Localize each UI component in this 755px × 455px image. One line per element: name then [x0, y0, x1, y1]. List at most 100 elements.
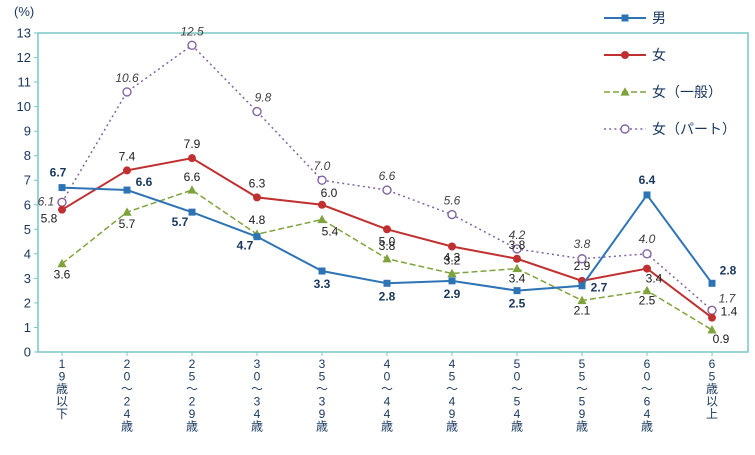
- point-label: 7.9: [184, 137, 201, 151]
- point-label: 2.5: [639, 294, 656, 308]
- point-marker: [708, 279, 716, 287]
- y-tick-label: 7: [24, 173, 31, 188]
- point-label: 2.8: [720, 263, 737, 277]
- point-marker: [253, 233, 261, 241]
- point-label: 3.8: [509, 238, 526, 252]
- point-marker: [621, 14, 629, 22]
- x-category-label: 3 5 ～ 3 9 歳: [316, 357, 328, 434]
- y-tick-label: 11: [18, 75, 32, 90]
- y-tick-label: 1: [24, 320, 31, 335]
- y-tick-label: 0: [24, 345, 31, 360]
- point-marker: [253, 193, 261, 202]
- point-label: 3.4: [509, 272, 526, 286]
- legend-item-3: [604, 124, 646, 134]
- point-label: 5.6: [444, 194, 461, 208]
- point-marker: [643, 264, 651, 273]
- point-marker: [512, 263, 522, 273]
- point-label: 5.8: [41, 212, 58, 226]
- point-marker: [122, 207, 132, 216]
- point-marker: [513, 254, 521, 263]
- x-category-label: 5 5 ～ 5 9 歳: [576, 357, 588, 434]
- y-tick-label: 3: [24, 271, 31, 286]
- point-marker: [513, 287, 521, 295]
- y-tick-label: 12: [17, 50, 31, 65]
- y-tick-label: 6: [24, 197, 31, 212]
- point-label: 3.2: [444, 253, 461, 267]
- legend-label: 女（一般）: [652, 84, 722, 100]
- x-category-label: 4 5 ～ 4 9 歳: [446, 357, 458, 434]
- point-marker: [318, 200, 326, 209]
- point-label: 2.1: [574, 303, 591, 317]
- x-category-label: 6 0 ～ 6 4 歳: [641, 357, 653, 434]
- point-label: 5.4: [322, 224, 339, 238]
- legend-item-2: [604, 87, 646, 96]
- y-axis-unit-label: (%): [14, 4, 34, 19]
- point-label: 10.6: [115, 71, 139, 85]
- point-marker: [447, 268, 457, 278]
- y-tick-label: 5: [24, 222, 31, 237]
- point-marker: [578, 282, 586, 290]
- point-label: 5.0: [379, 234, 396, 248]
- point-label: 3.8: [574, 237, 591, 251]
- point-marker: [57, 197, 67, 208]
- legend-item-0: [604, 14, 646, 22]
- point-marker: [708, 313, 716, 322]
- x-category-label: 6 5 歳以上: [706, 357, 718, 421]
- point-marker: [187, 40, 197, 50]
- point-marker: [382, 253, 392, 263]
- legend-label: 男: [652, 10, 666, 26]
- y-tick-label: 2: [24, 295, 31, 310]
- legend-label: 女（パート）: [652, 121, 736, 137]
- point-label: 5.7: [119, 217, 136, 231]
- point-label: 3.8: [379, 239, 396, 253]
- point-marker: [188, 208, 196, 216]
- point-marker: [707, 305, 717, 315]
- point-marker: [621, 51, 629, 59]
- point-marker: [642, 285, 652, 295]
- point-label: 4.8: [249, 213, 266, 227]
- x-category-label: 1 9 歳以下: [56, 357, 68, 421]
- point-marker: [512, 244, 522, 254]
- point-marker: [448, 277, 456, 285]
- point-label: 7.4: [119, 149, 136, 163]
- point-marker: [707, 325, 717, 334]
- x-category-label: 2 5 ～ 2 9 歳: [186, 357, 198, 434]
- point-label: 0.9: [713, 332, 730, 346]
- point-label: 9.8: [255, 91, 272, 105]
- point-marker: [383, 279, 391, 287]
- point-marker: [252, 106, 262, 117]
- point-marker: [382, 185, 392, 195]
- y-tick-label: 8: [24, 148, 31, 163]
- point-label: 6.6: [379, 169, 396, 183]
- point-label: 5.7: [172, 215, 189, 229]
- point-marker: [317, 175, 327, 185]
- point-marker: [448, 242, 456, 251]
- y-tick-label: 4: [24, 246, 31, 261]
- plot-border: [37, 32, 749, 353]
- point-marker: [122, 87, 132, 97]
- point-label: 2.9: [444, 287, 461, 301]
- y-tick-label: 10: [17, 99, 31, 114]
- legend-label: 女: [652, 47, 666, 63]
- x-category-label: 2 0 ～ 2 4 歳: [121, 357, 133, 434]
- point-marker: [58, 205, 66, 214]
- point-marker: [643, 191, 651, 199]
- point-label: 3.6: [54, 268, 71, 282]
- point-marker: [383, 225, 391, 234]
- point-label: 6.6: [184, 170, 201, 184]
- series-2: [57, 185, 717, 334]
- point-label: 6.4: [639, 173, 656, 187]
- point-label: 2.5: [509, 297, 526, 311]
- point-label: 1.7: [719, 291, 737, 305]
- point-marker: [620, 87, 630, 96]
- point-marker: [447, 209, 457, 220]
- point-label: 6.6: [136, 175, 153, 189]
- x-category-label: 3 0 ～ 3 4 歳: [251, 357, 263, 434]
- y-tick-label: 9: [24, 124, 31, 139]
- x-category-label: 4 0 ～ 4 4 歳: [381, 357, 393, 434]
- point-label: 3.3: [314, 277, 331, 291]
- point-label: 7.0: [314, 159, 331, 173]
- point-marker: [188, 154, 196, 163]
- series-0: [58, 184, 716, 295]
